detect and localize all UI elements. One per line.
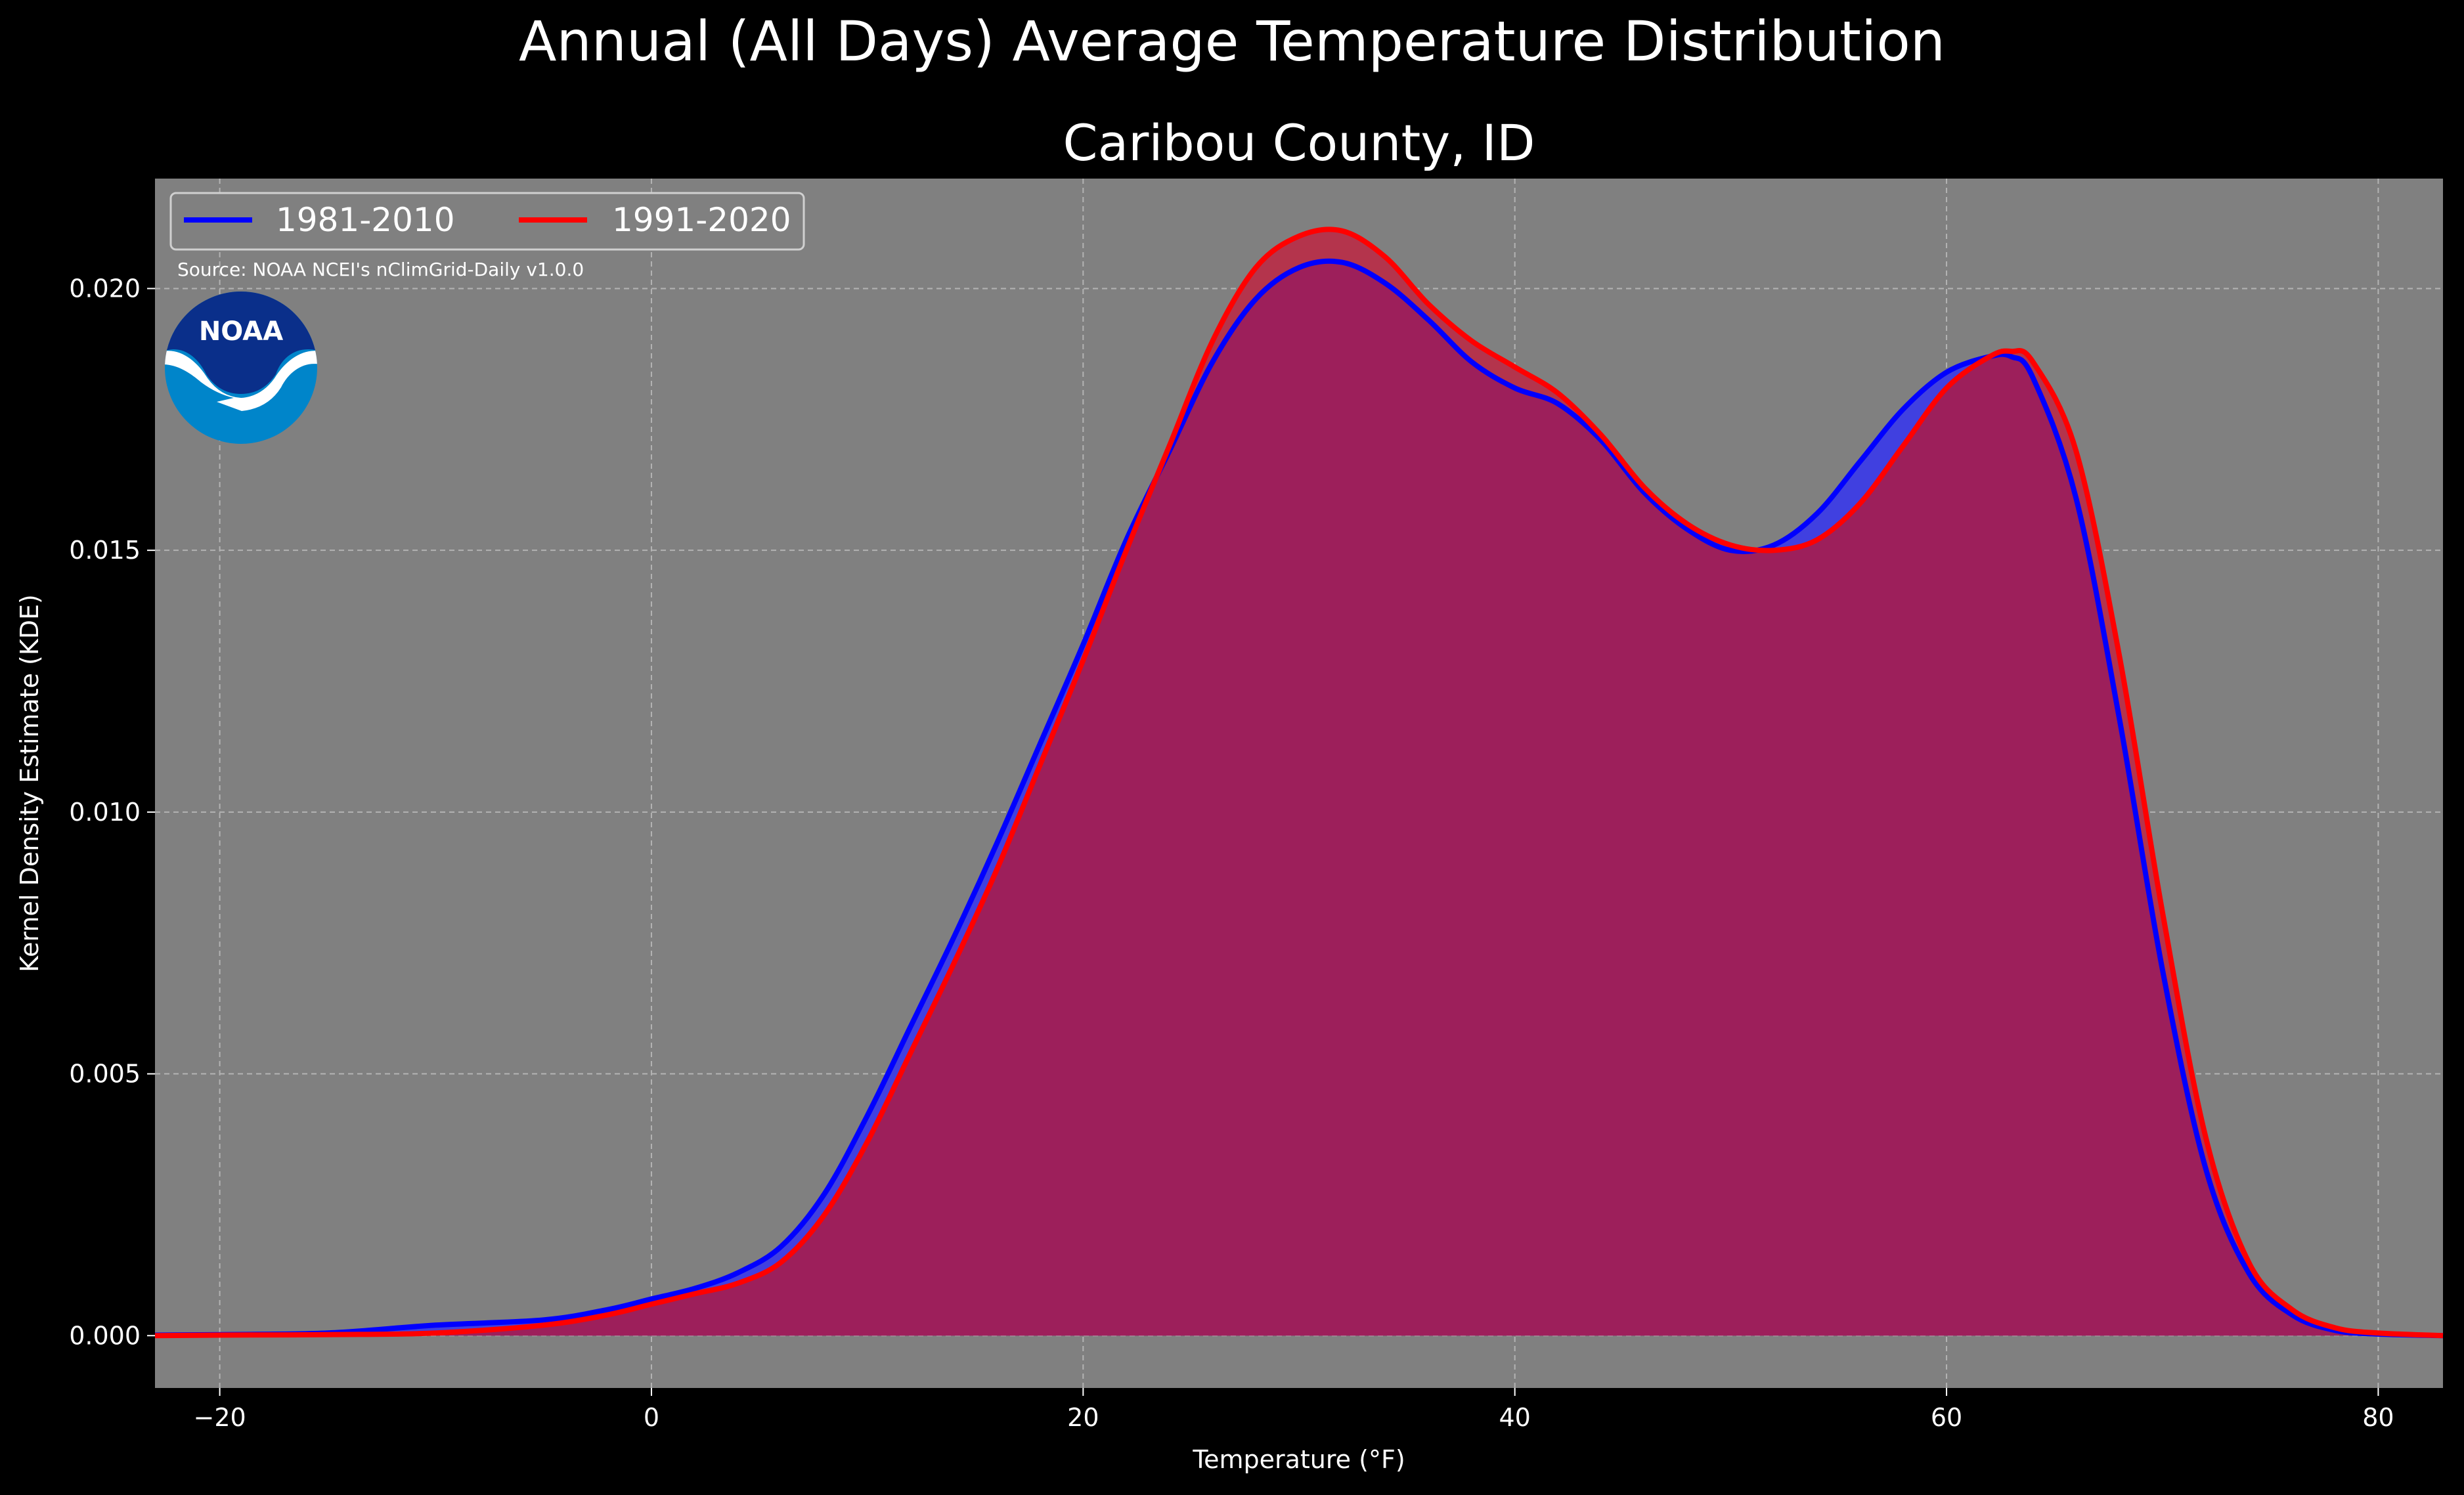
legend-frame <box>169 192 805 251</box>
x-tick-label: 80 <box>2362 1403 2394 1432</box>
y-axis-ticks: 0.000 0.005 0.010 0.015 0.020 <box>69 274 155 1350</box>
kde-lines <box>154 227 2444 1339</box>
source-note: Source: NOAA NCEI's nClimGrid-Daily v1.0… <box>177 259 584 280</box>
kde-areas <box>155 229 2443 1336</box>
x-tick-label: 60 <box>1931 1403 1962 1432</box>
line-1981-2010 <box>154 258 2444 1339</box>
chart-subtitle: Caribou County, ID <box>1063 114 1535 172</box>
line-1991-2020 <box>154 227 2444 1339</box>
y-tick-label: 0.005 <box>69 1060 141 1089</box>
x-tick-label: −20 <box>194 1403 246 1432</box>
legend-label-1981-2010: 1981-2010 <box>276 201 455 239</box>
y-tick-label: 0.015 <box>69 536 141 565</box>
area-overlap <box>155 261 2443 1336</box>
x-axis-label: Temperature (°F) <box>1192 1445 1405 1474</box>
y-tick-label: 0.010 <box>69 798 141 827</box>
legend-label-1991-2020: 1991-2020 <box>612 201 791 239</box>
y-axis-label: Kernel Density Estimate (KDE) <box>15 594 44 972</box>
x-axis-ticks: −20 0 20 40 60 80 <box>194 1388 2394 1432</box>
y-tick-label: 0.020 <box>69 274 141 303</box>
x-tick-label: 20 <box>1067 1403 1099 1432</box>
noaa-logo-text: NOAA <box>199 316 283 347</box>
chart-title: Annual (All Days) Average Temperature Di… <box>519 9 1945 74</box>
y-tick-label: 0.000 <box>69 1321 141 1350</box>
x-tick-label: 40 <box>1499 1403 1530 1432</box>
x-tick-label: 0 <box>644 1403 659 1432</box>
legend: 1981-2010 1991-2020 <box>169 192 805 251</box>
